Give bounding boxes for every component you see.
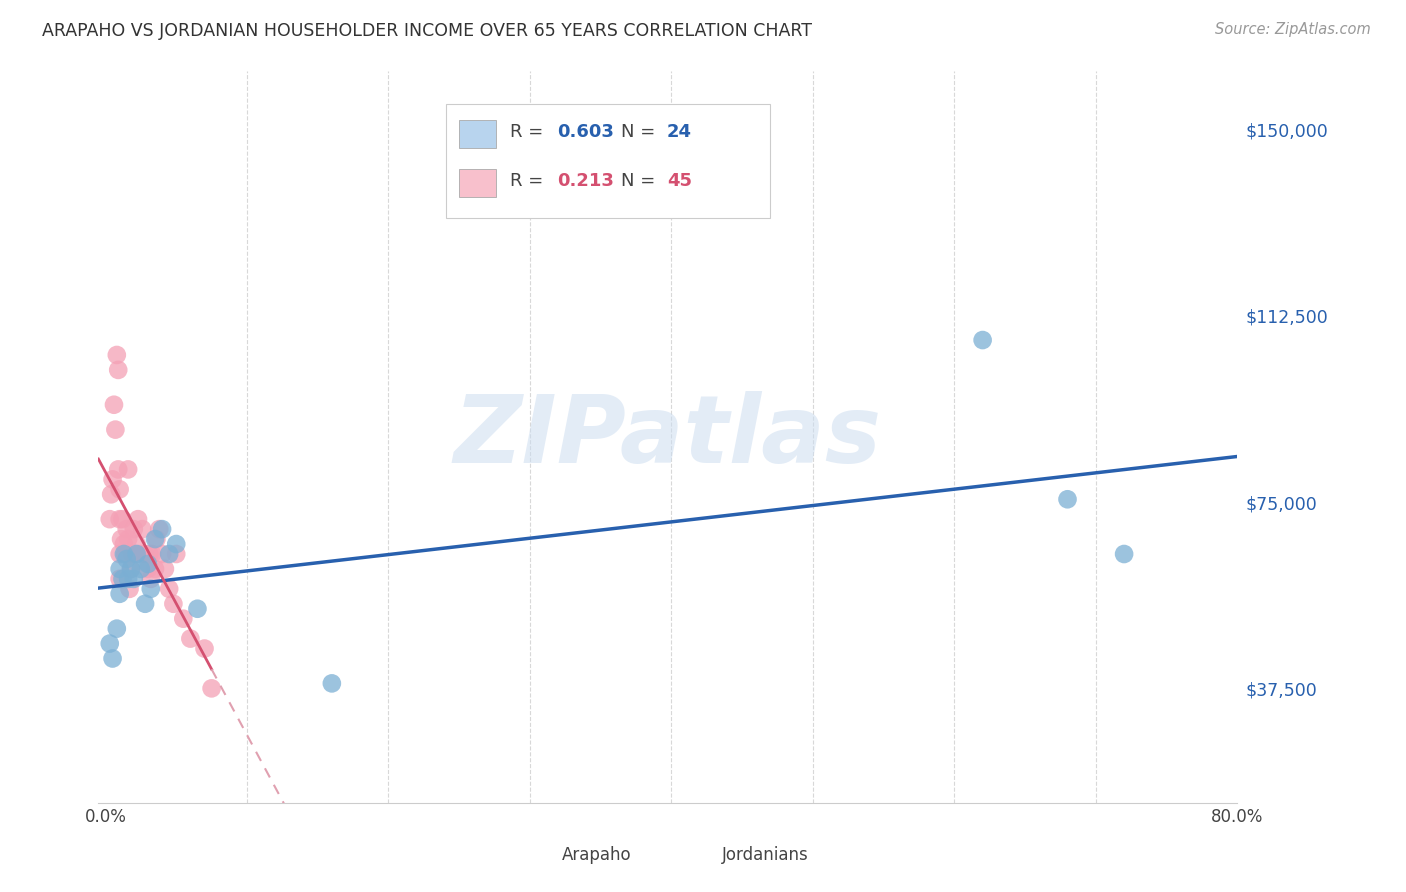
Point <box>157 547 180 561</box>
Point <box>145 532 167 546</box>
Point <box>108 547 131 561</box>
Point <box>121 547 143 561</box>
Point <box>153 562 176 576</box>
Point <box>105 348 128 362</box>
Point <box>143 532 166 546</box>
Text: Arapaho: Arapaho <box>562 847 631 864</box>
Point <box>127 512 149 526</box>
Point <box>179 632 201 646</box>
Point <box>114 547 136 561</box>
Text: N =: N = <box>621 172 661 190</box>
Point <box>111 512 134 526</box>
Point <box>165 537 187 551</box>
Text: $75,000: $75,000 <box>1246 495 1317 513</box>
Point <box>108 562 131 576</box>
Point <box>186 601 208 615</box>
Point <box>120 562 142 576</box>
Point <box>131 522 153 536</box>
Point <box>193 641 215 656</box>
Point <box>108 572 131 586</box>
Point <box>108 512 131 526</box>
Text: ZIPatlas: ZIPatlas <box>454 391 882 483</box>
FancyBboxPatch shape <box>460 120 496 148</box>
Point <box>172 612 194 626</box>
Point <box>1056 492 1078 507</box>
Text: 0.603: 0.603 <box>557 123 614 141</box>
Point <box>104 423 127 437</box>
Point <box>105 622 128 636</box>
FancyBboxPatch shape <box>460 169 496 197</box>
Point <box>141 547 163 561</box>
Point <box>112 537 135 551</box>
Point <box>200 681 222 696</box>
Point <box>111 572 134 586</box>
Point <box>112 547 135 561</box>
Point <box>1114 547 1136 561</box>
Text: 0.213: 0.213 <box>557 172 614 190</box>
Text: $150,000: $150,000 <box>1246 122 1329 140</box>
Point <box>122 522 145 536</box>
Text: Jordanians: Jordanians <box>721 847 808 864</box>
Point <box>129 547 152 561</box>
Point <box>139 572 162 586</box>
Point <box>101 472 124 486</box>
Point <box>129 562 152 576</box>
Point <box>148 522 170 536</box>
Point <box>115 552 138 566</box>
Point <box>108 483 131 497</box>
Text: 45: 45 <box>666 172 692 190</box>
Point <box>117 572 139 586</box>
Text: 24: 24 <box>666 123 692 141</box>
Text: Source: ZipAtlas.com: Source: ZipAtlas.com <box>1215 22 1371 37</box>
Point <box>110 532 132 546</box>
Point <box>125 547 148 561</box>
Point <box>143 562 166 576</box>
Point <box>138 547 160 561</box>
Point <box>134 597 156 611</box>
Point <box>118 582 141 596</box>
Point <box>136 562 159 576</box>
Point <box>108 587 131 601</box>
Point <box>139 582 162 596</box>
Point <box>136 557 159 571</box>
Point <box>117 532 139 546</box>
Text: R =: R = <box>509 172 548 190</box>
Point <box>124 547 146 561</box>
Point <box>103 398 125 412</box>
Text: ARAPAHO VS JORDANIAN HOUSEHOLDER INCOME OVER 65 YEARS CORRELATION CHART: ARAPAHO VS JORDANIAN HOUSEHOLDER INCOME … <box>42 22 813 40</box>
Text: $37,500: $37,500 <box>1246 681 1317 700</box>
FancyBboxPatch shape <box>446 104 770 218</box>
Point <box>134 547 156 561</box>
Point <box>165 547 187 561</box>
Point <box>98 636 121 650</box>
Point <box>98 512 121 526</box>
Point <box>107 363 129 377</box>
Text: R =: R = <box>509 123 548 141</box>
Text: $112,500: $112,500 <box>1246 309 1329 326</box>
Point <box>107 462 129 476</box>
Point <box>100 487 122 501</box>
FancyBboxPatch shape <box>679 847 713 869</box>
Point <box>117 462 139 476</box>
FancyBboxPatch shape <box>520 847 554 869</box>
Point <box>157 582 180 596</box>
Text: N =: N = <box>621 123 661 141</box>
Point <box>120 562 142 576</box>
Point <box>150 522 173 536</box>
Point <box>150 547 173 561</box>
Point <box>122 572 145 586</box>
Point <box>101 651 124 665</box>
Point <box>125 537 148 551</box>
Point <box>115 522 138 536</box>
Point <box>162 597 184 611</box>
Point <box>321 676 343 690</box>
Point <box>972 333 994 347</box>
